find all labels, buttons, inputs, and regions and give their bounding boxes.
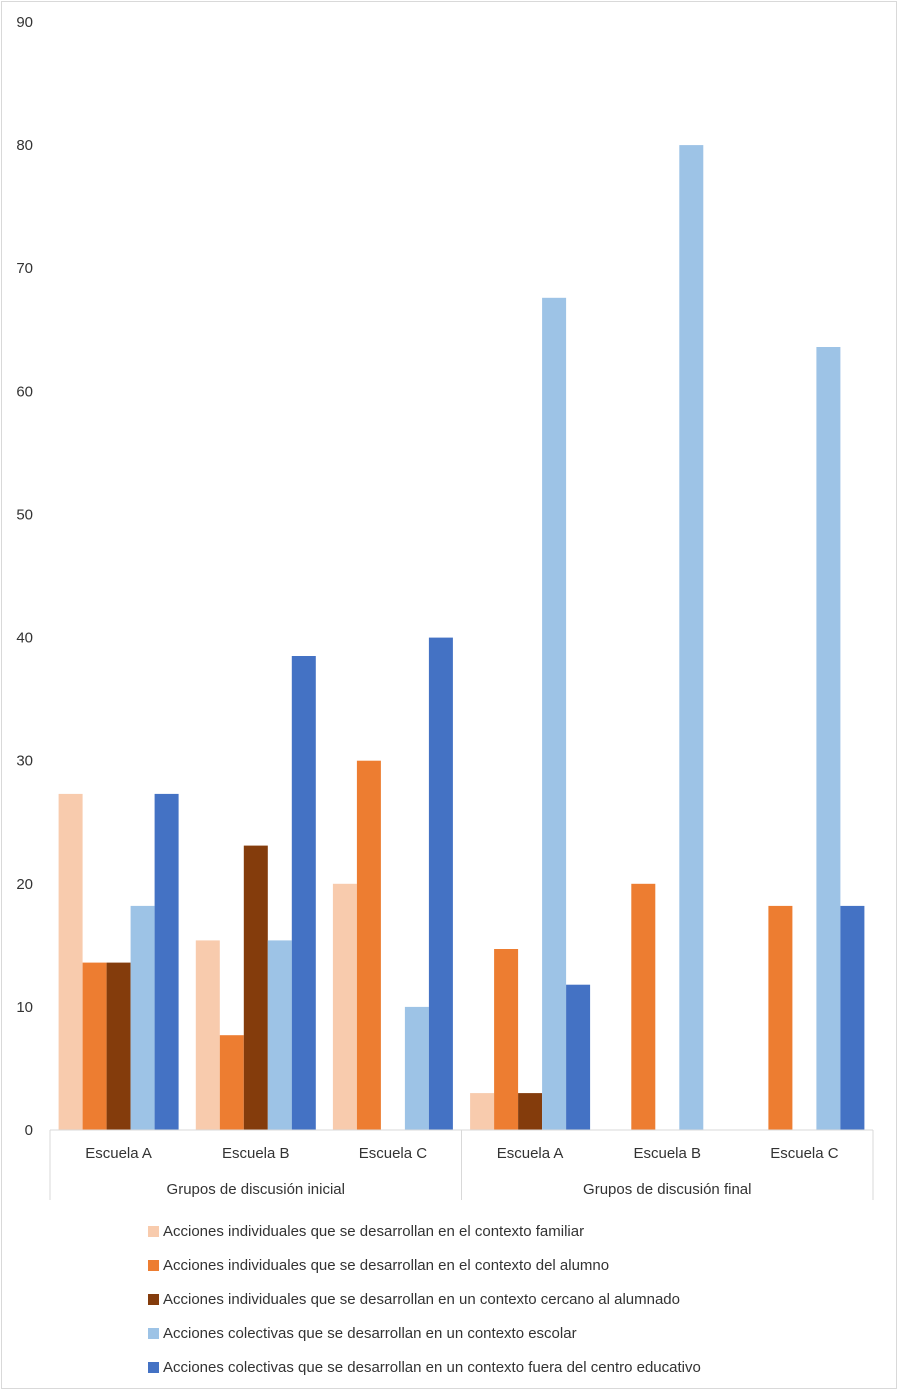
legend-swatch bbox=[148, 1225, 159, 1237]
bar-series-2-cat-2 bbox=[219, 1035, 244, 1130]
legend-swatch bbox=[148, 1293, 159, 1305]
x-group-label: Grupos de discusión inicial bbox=[167, 1181, 345, 1198]
legend: Acciones individuales que se desarrollan… bbox=[148, 1214, 701, 1384]
legend-item: Acciones colectivas que se desarrollan e… bbox=[148, 1350, 701, 1384]
bar-series-1-cat-2 bbox=[195, 940, 220, 1130]
legend-label: Acciones individuales que se desarrollan… bbox=[163, 1222, 585, 1240]
bar-series-4-cat-2 bbox=[267, 940, 292, 1130]
bar-series-2-cat-6 bbox=[768, 905, 793, 1130]
bar-series-4-cat-6 bbox=[816, 347, 841, 1130]
y-tick-label: 10 bbox=[16, 999, 33, 1016]
bar-series-4-cat-5 bbox=[679, 145, 704, 1131]
y-axis: 0 10 20 30 40 50 60 70 80 90 bbox=[16, 14, 33, 1139]
x-axis: Escuela A Escuela B Escuela C Escuela A Escu… bbox=[49, 1129, 874, 1200]
bar-series-4-cat-3 bbox=[404, 1006, 429, 1130]
bar-series-5-cat-3 bbox=[428, 637, 453, 1130]
y-tick-label: 20 bbox=[16, 876, 33, 893]
legend-label: Acciones colectivas que se desarrollan e… bbox=[163, 1324, 577, 1342]
y-tick-label: 30 bbox=[16, 753, 33, 770]
legend-swatch bbox=[148, 1327, 159, 1339]
x-category-label: Escuela C bbox=[359, 1145, 428, 1162]
y-tick-label: 90 bbox=[16, 14, 33, 31]
legend-item: Acciones individuales que se desarrollan… bbox=[148, 1248, 701, 1282]
bar-series-1-cat-3 bbox=[332, 883, 357, 1130]
legend-label: Acciones individuales que se desarrollan… bbox=[163, 1290, 680, 1308]
legend-swatch bbox=[148, 1361, 159, 1373]
bar-series-3-cat-1 bbox=[106, 962, 131, 1130]
bar-series-5-cat-4 bbox=[566, 984, 591, 1130]
x-category-label: Escuela B bbox=[633, 1145, 701, 1162]
y-tick-label: 60 bbox=[16, 383, 33, 400]
y-tick-label: 40 bbox=[16, 630, 33, 647]
legend-swatch bbox=[148, 1259, 159, 1271]
bar-series-5-cat-1 bbox=[154, 793, 179, 1130]
bar-series-5-cat-6 bbox=[840, 905, 865, 1130]
bar-series-1-cat-4 bbox=[470, 1093, 495, 1130]
x-category-label: Escuela A bbox=[85, 1145, 152, 1162]
legend-item: Acciones individuales que se desarrollan… bbox=[148, 1214, 701, 1248]
y-tick-label: 50 bbox=[16, 506, 33, 523]
x-category-label: Escuela C bbox=[770, 1145, 839, 1162]
x-group-label: Grupos de discusión final bbox=[583, 1181, 751, 1198]
bar-series-2-cat-3 bbox=[356, 760, 381, 1130]
bar-series-3-cat-2 bbox=[243, 845, 268, 1130]
bar-series-3-cat-4 bbox=[518, 1093, 543, 1130]
x-category-label: Escuela B bbox=[222, 1145, 290, 1162]
bars bbox=[58, 145, 865, 1131]
x-category-label: Escuela A bbox=[497, 1145, 564, 1162]
y-tick-label: 0 bbox=[25, 1122, 33, 1139]
bar-series-1-cat-1 bbox=[58, 793, 83, 1130]
legend-label: Acciones individuales que se desarrollan… bbox=[163, 1256, 610, 1274]
legend-item: Acciones colectivas que se desarrollan e… bbox=[148, 1316, 701, 1350]
bar-series-5-cat-2 bbox=[291, 656, 316, 1130]
bar-series-2-cat-4 bbox=[494, 949, 519, 1130]
bar-series-2-cat-1 bbox=[82, 962, 107, 1130]
legend-label: Acciones colectivas que se desarrollan e… bbox=[163, 1358, 701, 1376]
bar-series-2-cat-5 bbox=[631, 883, 656, 1130]
bar-series-4-cat-1 bbox=[130, 905, 155, 1130]
bar-series-4-cat-4 bbox=[542, 297, 567, 1130]
y-tick-label: 70 bbox=[16, 260, 33, 277]
legend-item: Acciones individuales que se desarrollan… bbox=[148, 1282, 701, 1316]
y-tick-label: 80 bbox=[16, 137, 33, 154]
